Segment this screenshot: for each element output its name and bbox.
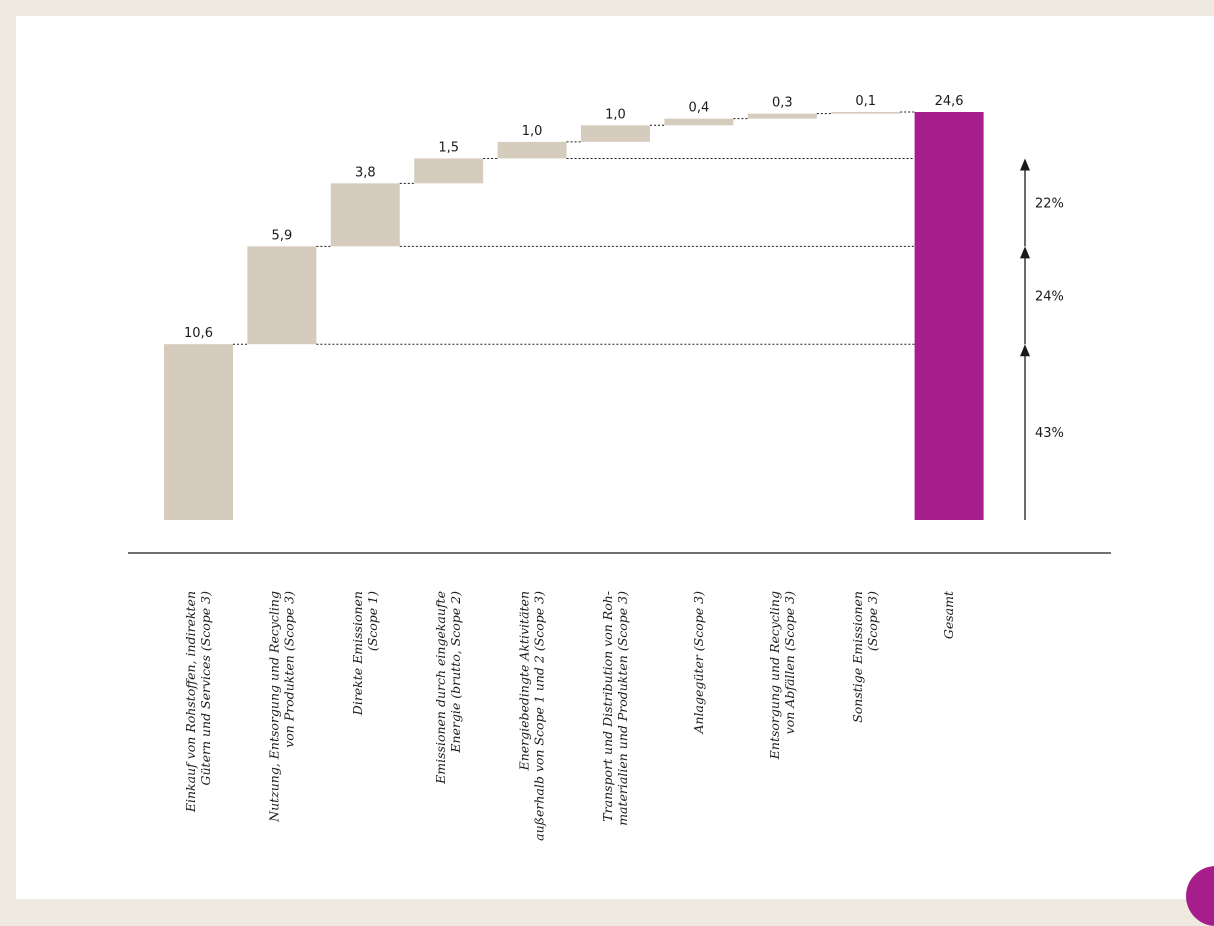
share-arrow-head [1020, 158, 1030, 171]
category-label: Transport und Distribution von Roh- [600, 591, 615, 822]
bar [414, 158, 484, 184]
category-label: Nutzung, Entsorgung und Recycling [266, 591, 281, 823]
category-label: Energie (brutto, Scope 2) [448, 591, 463, 754]
category-label: von Produkten (Scope 3) [281, 591, 296, 748]
category-label: Gütern und Services (Scope 3) [198, 591, 213, 786]
category-label: Sonstige Emissionen [850, 591, 865, 723]
value-label: 3,8 [355, 165, 376, 180]
value-label: 1,0 [522, 124, 543, 139]
bar [330, 183, 400, 247]
category-label: Anlagegüter (Scope 3) [691, 591, 706, 735]
category-label: außerhalb von Scope 1 und 2 (Scope 3) [532, 591, 547, 841]
total-bar [914, 112, 984, 520]
value-label: 0,1 [855, 94, 876, 109]
category-label: von Abfällen (Scope 3) [782, 591, 797, 734]
bar [747, 113, 817, 119]
value-label: 0,4 [689, 101, 710, 116]
value-label: 1,0 [605, 107, 626, 122]
value-label: 10,6 [184, 326, 213, 341]
category-label: (Scope 3) [865, 591, 880, 651]
bar [831, 112, 901, 114]
category-label: Einkauf von Rohstoffen, indirekten [183, 591, 198, 813]
share-label: 43% [1035, 426, 1064, 441]
value-label: 1,5 [438, 140, 459, 155]
share-arrow-head [1020, 344, 1030, 357]
category-label: Entsorgung und Recycling [767, 591, 782, 760]
bar [247, 246, 317, 345]
bar [164, 344, 233, 520]
bar [497, 141, 567, 159]
chart-card: 10,6 5,9 3,8 1,5 1,0 1,0 0,4 0,3 0,1 24,6 43% 24% 22… [16, 16, 1214, 899]
waterfall-chart: 10,6 5,9 3,8 1,5 1,0 1,0 0,4 0,3 0,1 24,6 43% 24% 22… [128, 94, 1111, 841]
category-label: Energiebedingte Aktivitäten [517, 591, 532, 771]
category-label: Emissionen durch eingekaufte [433, 591, 448, 785]
share-label: 22% [1035, 196, 1064, 211]
category-label: Direkte Emissionen [350, 591, 365, 716]
share-label: 24% [1035, 289, 1064, 304]
value-label: 5,9 [272, 228, 293, 243]
bar [581, 125, 650, 142]
value-label: 24,6 [935, 94, 964, 109]
bar [664, 118, 734, 126]
category-label: (Scope 1) [365, 591, 380, 651]
share-arrow-head [1020, 246, 1030, 259]
category-label: Gesamt [941, 590, 956, 639]
value-label: 0,3 [772, 96, 793, 111]
category-label: materialien und Produkten (Scope 3) [615, 591, 630, 826]
